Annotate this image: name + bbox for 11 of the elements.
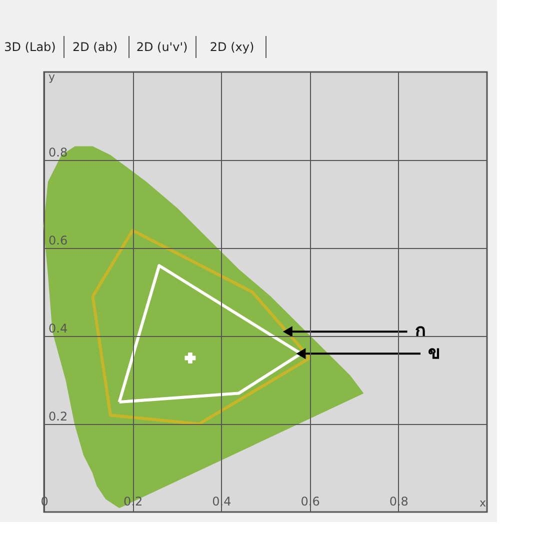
- x-axis-title: x: [480, 496, 486, 510]
- y-tick-label: 0.6: [48, 234, 68, 248]
- y-axis-title: y: [48, 70, 56, 84]
- y-tick-label: 0.2: [48, 410, 68, 424]
- text: 2D (xy): [210, 40, 254, 54]
- text: 3D (Lab): [4, 40, 56, 54]
- annotation: ข: [428, 342, 440, 364]
- x-tick-label: 0.2: [124, 494, 143, 508]
- text: 2D (ab): [72, 40, 118, 54]
- y-tick-label: 0.8: [48, 146, 68, 160]
- text: 2D (u'v'): [136, 40, 188, 54]
